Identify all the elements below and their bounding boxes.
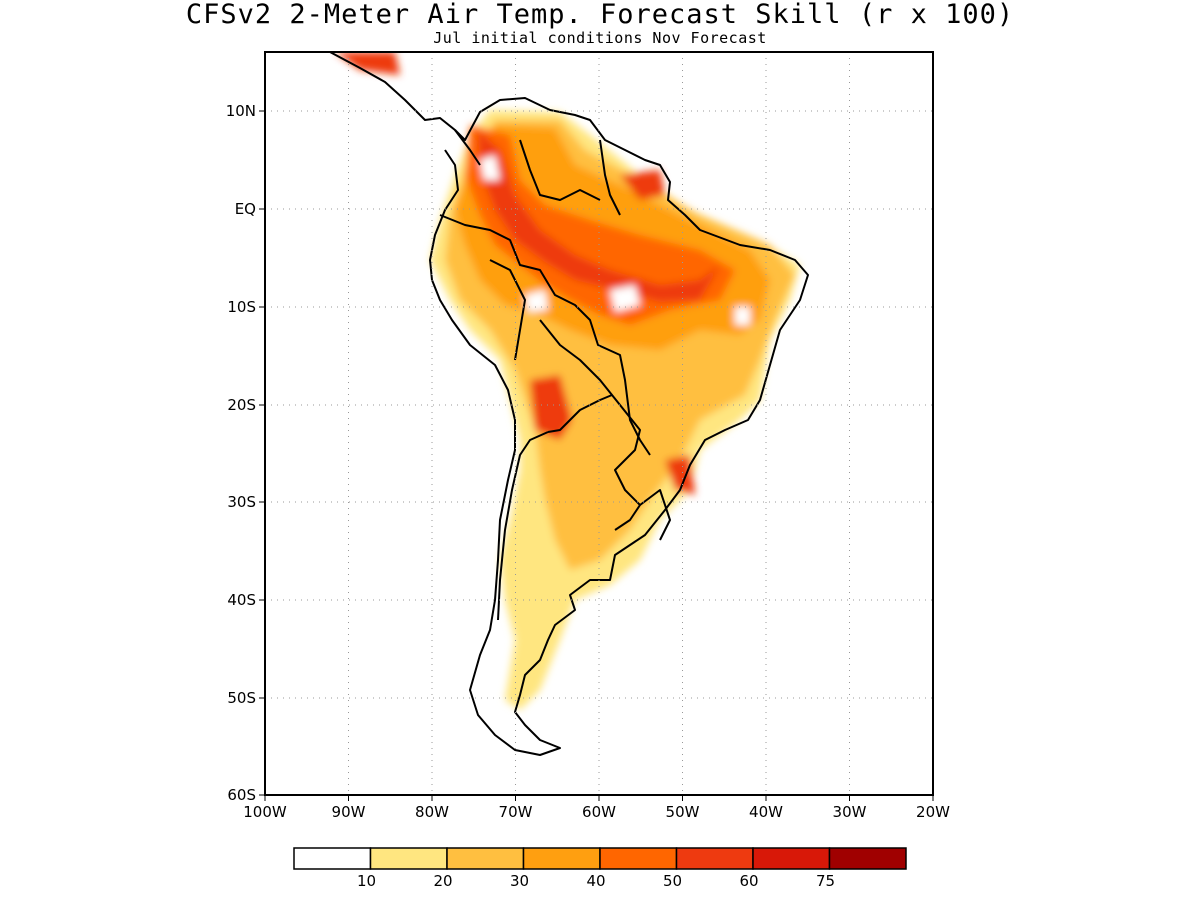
map-title: CFSv2 2-Meter Air Temp. Forecast Skill (… <box>185 0 1015 30</box>
legend-swatch <box>828 847 907 870</box>
legend-swatch <box>369 847 448 870</box>
legend-swatch <box>599 847 678 870</box>
x-axis: 100W 90W 80W 70W 60W 50W 40W 30W 20W <box>243 795 950 821</box>
x-tick-label: 20W <box>916 803 950 821</box>
legend-swatch <box>446 847 525 870</box>
legend-swatch <box>752 847 831 870</box>
x-tick-label: 70W <box>499 803 533 821</box>
legend-label: 75 <box>816 872 835 890</box>
color-legend: 10 20 30 40 50 60 75 <box>293 847 907 890</box>
legend-swatch <box>522 847 601 870</box>
x-tick-label: 100W <box>243 803 287 821</box>
y-tick-label: 40S <box>227 591 256 609</box>
map-subtitle: Jul initial conditions Nov Forecast <box>433 29 767 47</box>
y-tick-label: 60S <box>227 786 256 804</box>
y-tick-label: 20S <box>227 396 256 414</box>
skill-shading <box>335 52 800 710</box>
legend-label: 30 <box>510 872 529 890</box>
legend-label: 10 <box>357 872 376 890</box>
y-tick-label: EQ <box>235 200 256 218</box>
x-tick-label: 30W <box>833 803 867 821</box>
legend-swatch <box>675 847 754 870</box>
legend-label: 40 <box>586 872 605 890</box>
y-tick-label: 50S <box>227 689 256 707</box>
legend-label: 20 <box>433 872 452 890</box>
x-tick-label: 90W <box>332 803 366 821</box>
x-tick-label: 60W <box>582 803 616 821</box>
coastline <box>329 52 809 756</box>
y-tick-label: 30S <box>227 493 256 511</box>
x-tick-label: 80W <box>415 803 449 821</box>
x-tick-label: 50W <box>666 803 700 821</box>
y-axis: 10N EQ 10S 20S 30S 40S 50S 60S <box>226 102 265 804</box>
x-tick-label: 40W <box>749 803 783 821</box>
y-tick-label: 10N <box>226 102 256 120</box>
legend-label: 50 <box>663 872 682 890</box>
legend-label: 60 <box>739 872 758 890</box>
legend-swatch <box>293 847 372 870</box>
y-tick-label: 10S <box>227 298 256 316</box>
